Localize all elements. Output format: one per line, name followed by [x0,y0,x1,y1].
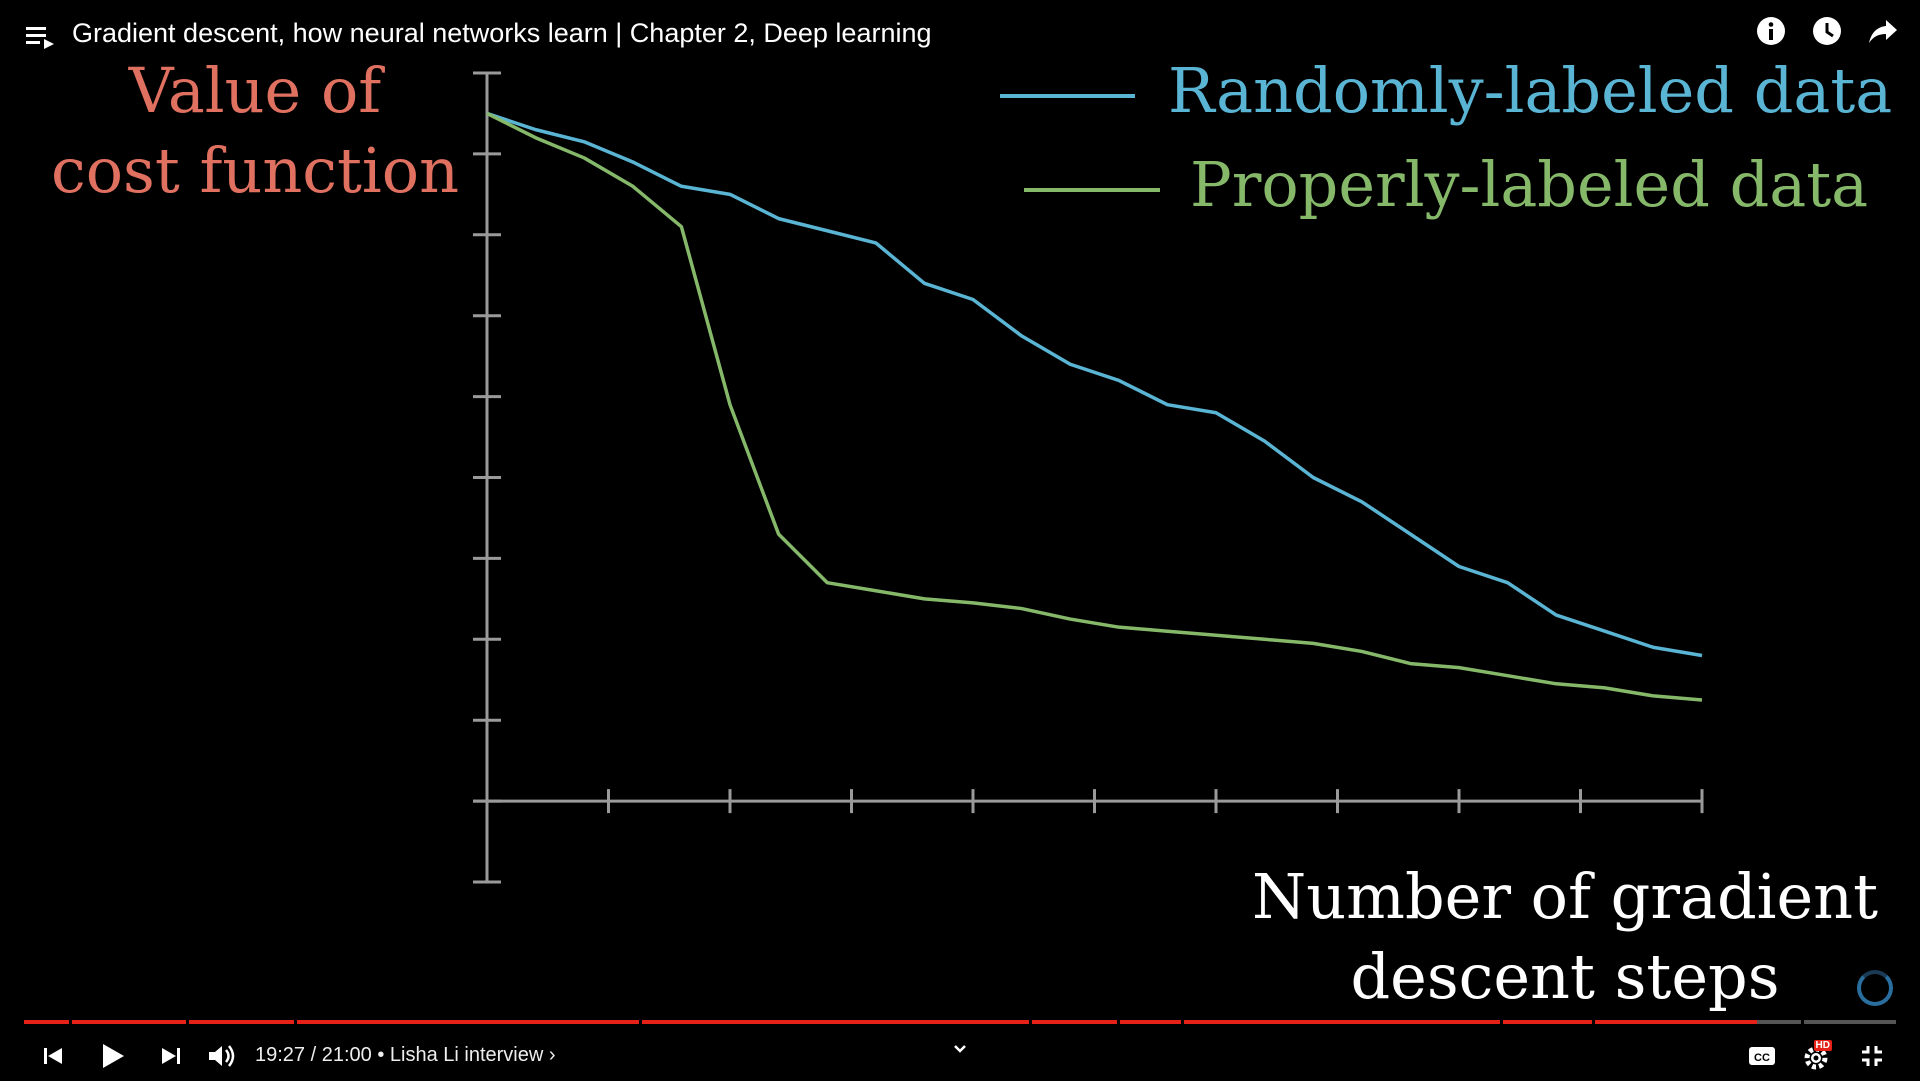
share-icon[interactable] [1866,14,1900,48]
progress-bar[interactable] [24,1020,1896,1026]
progress-played [24,1020,1758,1024]
chapter-marker [294,1020,297,1024]
subtitles-icon[interactable]: CC [1742,1036,1782,1076]
svg-text:CC: CC [1754,1052,1770,1064]
settings-button[interactable]: HD [1798,1036,1838,1076]
chapter-marker [186,1020,189,1024]
volume-icon[interactable] [201,1036,241,1076]
legend-label-random: Randomly-labeled data [1168,54,1892,127]
y-axis-label-line2: cost function [51,134,459,207]
chapter-marker [1801,1020,1804,1024]
time-display: 19:27 / 21:00 • Lisha Li interview › [255,1044,556,1067]
play-icon[interactable] [92,1036,132,1076]
chapter-marker [69,1020,72,1024]
chapter-marker [1029,1020,1032,1024]
time-current: 19:27 / 21:00 [255,1044,372,1066]
watch-later-icon[interactable] [1810,14,1844,48]
video-title[interactable]: Gradient descent, how neural networks le… [72,18,932,48]
chevron-down-icon[interactable] [940,1030,980,1070]
x-axis-label-line2: descent steps [1350,940,1779,1013]
chart-lines [486,111,1703,702]
series-line-proper [486,111,1703,702]
hd-badge: HD [1813,1040,1832,1051]
chapter-marker [1500,1020,1503,1024]
chapter-marker [1117,1020,1120,1024]
chapter-marker [1181,1020,1184,1024]
x-axis-label-line1: Number of gradient [1252,860,1878,933]
chapter-marker [639,1020,642,1024]
cost-chart: Value of cost function Randomly-labeled … [51,54,1892,1013]
next-icon[interactable] [150,1036,190,1076]
top-icons [1754,14,1900,48]
player-controls: 19:27 / 21:00 • Lisha Li interview › CC … [0,1030,1920,1080]
top-bar: Gradient descent, how neural networks le… [0,0,1920,72]
legend-label-proper: Properly-labeled data [1190,148,1868,221]
loading-spinner [1857,970,1893,1006]
chapter-title[interactable]: • Lisha Li interview › [377,1044,556,1066]
chapter-marker [1592,1020,1595,1024]
info-icon[interactable] [1754,14,1788,48]
series-line-random [486,111,1703,658]
previous-icon[interactable] [34,1036,74,1076]
playlist-icon[interactable] [24,22,58,52]
chart-axes [473,71,1704,884]
exit-fullscreen-icon[interactable] [1852,1036,1892,1076]
y-axis-label-line1: Value of [128,54,386,127]
